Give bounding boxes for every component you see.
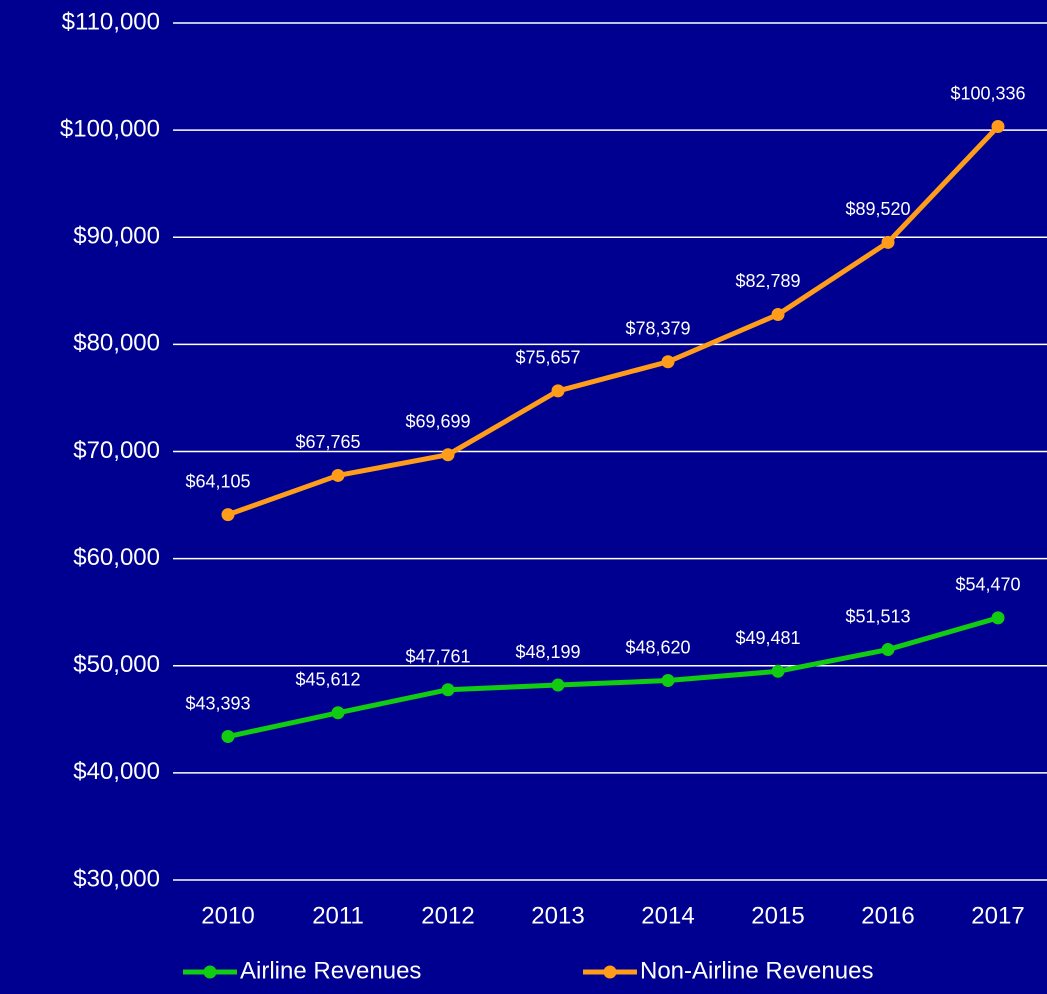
series-line <box>227 615 999 739</box>
data-label: $45,612 <box>295 670 360 690</box>
x-tick-label: 2013 <box>531 902 584 929</box>
data-point <box>771 664 785 678</box>
data-label: $82,789 <box>735 271 800 291</box>
legend-label: Non-Airline Revenues <box>640 957 873 984</box>
data-label: $43,393 <box>185 693 250 713</box>
data-point <box>661 355 675 369</box>
x-tick-label: 2016 <box>861 902 914 929</box>
data-point <box>661 674 675 688</box>
y-tick-label: $110,000 <box>62 8 160 35</box>
y-tick-label: $60,000 <box>73 544 160 571</box>
data-point <box>991 611 1005 625</box>
data-label: $48,620 <box>625 637 690 657</box>
y-tick-label: $70,000 <box>73 437 160 464</box>
legend-marker <box>603 965 617 979</box>
data-label: $51,513 <box>845 606 910 626</box>
data-label: $47,761 <box>405 646 470 666</box>
data-point <box>331 468 345 482</box>
data-label: $54,470 <box>955 575 1020 595</box>
data-point <box>221 730 235 744</box>
data-point <box>551 678 565 692</box>
legend-marker <box>203 965 217 979</box>
data-label: $100,336 <box>950 83 1025 103</box>
y-tick-label: $40,000 <box>73 758 160 785</box>
x-tick-label: 2012 <box>421 902 474 929</box>
data-label: $64,105 <box>185 471 250 491</box>
data-point <box>991 120 1005 134</box>
data-point <box>221 508 235 522</box>
legend-label: Airline Revenues <box>240 957 421 984</box>
x-tick-label: 2015 <box>751 902 804 929</box>
y-tick-label: $30,000 <box>73 865 160 892</box>
data-label: $69,699 <box>405 411 470 431</box>
data-point <box>441 683 455 697</box>
x-tick-label: 2010 <box>201 902 254 929</box>
data-label: $48,199 <box>515 642 580 662</box>
y-tick-label: $50,000 <box>73 651 160 678</box>
x-tick-label: 2017 <box>971 902 1024 929</box>
data-point <box>331 706 345 720</box>
data-point <box>881 235 895 249</box>
data-label: $67,765 <box>295 432 360 452</box>
y-tick-label: $80,000 <box>73 330 160 357</box>
data-label: $75,657 <box>515 348 580 368</box>
data-label: $78,379 <box>625 318 690 338</box>
x-tick-label: 2011 <box>312 902 364 929</box>
data-point <box>551 384 565 398</box>
data-point <box>441 448 455 462</box>
series-line <box>227 124 1000 518</box>
data-point <box>771 307 785 321</box>
data-label: $89,520 <box>845 199 910 219</box>
data-point <box>881 643 895 657</box>
y-tick-label: $90,000 <box>73 223 160 250</box>
data-label: $49,481 <box>735 628 800 648</box>
x-tick-label: 2014 <box>641 902 694 929</box>
y-tick-label: $100,000 <box>60 115 160 142</box>
